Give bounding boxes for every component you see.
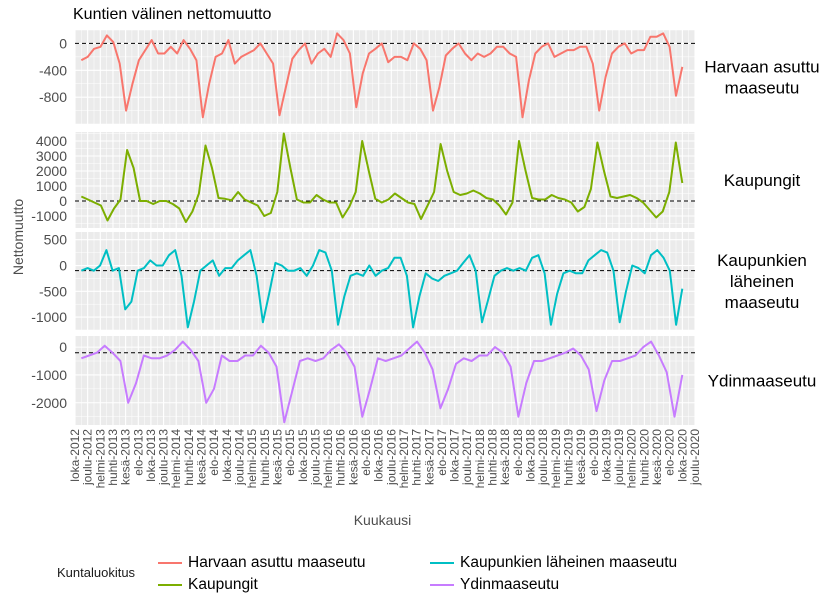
x-tick-label: loka-2019 xyxy=(599,429,613,482)
legend-key-laheinen xyxy=(430,562,454,564)
legend-label-laheinen: Kaupunkien läheinen maaseutu xyxy=(460,554,678,571)
x-tick-label: helmi-2013 xyxy=(93,429,107,489)
x-tick-label: elo-2014 xyxy=(207,429,221,476)
y-tick-label-kaupungit: -1000 xyxy=(31,208,67,224)
x-tick-label: loka-2017 xyxy=(448,429,462,482)
x-tick-label: loka-2012 xyxy=(68,429,82,482)
legend-label-kaupungit: Kaupungit xyxy=(188,576,258,593)
legend: Kuntaluokitus Harvaan asuttu maaseutu Ka… xyxy=(57,548,797,598)
x-tick-label: helmi-2015 xyxy=(245,429,259,489)
series-line-harvaan xyxy=(80,32,684,119)
y-tick-label-ydin: -2000 xyxy=(31,395,67,411)
chart-title: Kuntien välinen nettomuutto xyxy=(73,6,272,23)
x-tick-label: joulu-2017 xyxy=(460,429,474,486)
legend-entry-kaupungit: Kaupungit xyxy=(158,574,258,596)
x-tick-label: joulu-2018 xyxy=(536,429,550,486)
x-tick-label: helmi-2017 xyxy=(397,429,411,489)
x-tick-label: loka-2015 xyxy=(296,429,310,482)
x-axis-title: Kuukausi xyxy=(353,512,412,528)
x-tick-label: joulu-2020 xyxy=(688,429,702,486)
x-tick-label: helmi-2016 xyxy=(321,429,335,489)
x-tick-label: huhti-2018 xyxy=(486,429,500,486)
legend-title: Kuntaluokitus xyxy=(57,565,136,580)
legend-entry-harvaan: Harvaan asuttu maaseutu xyxy=(158,552,366,574)
x-tick-label: loka-2018 xyxy=(524,429,538,482)
facet-label-ydin: Ydinmaaseutu xyxy=(708,372,817,391)
x-tick-label: huhti-2013 xyxy=(106,429,120,486)
x-tick-label: elo-2018 xyxy=(511,429,525,476)
legend-key-harvaan xyxy=(158,562,182,564)
x-tick-label: joulu-2013 xyxy=(157,429,171,486)
x-tick-label: elo-2016 xyxy=(359,429,373,476)
legend-entry-laheinen: Kaupunkien läheinen maaseutu xyxy=(430,552,677,574)
y-tick-label-kaupungit: 4000 xyxy=(36,133,67,149)
series-line-ydin xyxy=(80,340,684,424)
y-tick-label-ydin: 0 xyxy=(59,339,67,355)
x-tick-label: loka-2016 xyxy=(372,429,386,482)
x-tick-label: kesä-2019 xyxy=(574,429,588,485)
x-tick-label: loka-2014 xyxy=(220,429,234,482)
x-tick-label: elo-2015 xyxy=(283,429,297,476)
y-tick-label-laheinen: -1000 xyxy=(31,309,67,325)
x-tick-label: helmi-2014 xyxy=(169,429,183,489)
x-tick-label: loka-2020 xyxy=(675,429,689,482)
y-tick-label-laheinen: 500 xyxy=(44,232,68,248)
x-tick-label: kesä-2017 xyxy=(422,429,436,485)
legend-key-kaupungit xyxy=(158,584,182,586)
x-tick-label: kesä-2015 xyxy=(270,429,284,485)
y-tick-label-laheinen: -500 xyxy=(39,283,67,299)
x-tick-label: kesä-2020 xyxy=(650,429,664,485)
x-tick-label: kesä-2013 xyxy=(119,429,133,485)
x-tick-label: helmi-2019 xyxy=(549,429,563,489)
legend-key-ydin xyxy=(430,584,454,586)
x-tick-label: elo-2013 xyxy=(131,429,145,476)
x-tick-label: elo-2020 xyxy=(663,429,677,476)
y-tick-label-kaupungit: 2000 xyxy=(36,163,67,179)
legend-label-harvaan: Harvaan asuttu maaseutu xyxy=(188,554,366,571)
x-tick-label: loka-2013 xyxy=(144,429,158,482)
x-tick-label: huhti-2017 xyxy=(410,429,424,486)
x-tick-label: huhti-2016 xyxy=(334,429,348,486)
x-tick-label: joulu-2016 xyxy=(384,429,398,486)
x-tick-label: huhti-2019 xyxy=(561,429,575,486)
y-tick-label-harvaan: -800 xyxy=(39,89,67,105)
facet-label-kaupungit: Kaupungit xyxy=(724,171,801,190)
legend-label-ydin: Ydinmaaseutu xyxy=(460,576,560,593)
series-line-laheinen xyxy=(80,249,684,329)
x-tick-label: kesä-2018 xyxy=(498,429,512,485)
x-tick-label: helmi-2020 xyxy=(625,429,639,489)
y-tick-label-laheinen: 0 xyxy=(59,258,67,274)
facet-label-harvaan: Harvaan asuttu maaseutu xyxy=(704,58,819,98)
y-tick-label-ydin: -1000 xyxy=(31,367,67,383)
x-tick-label: joulu-2014 xyxy=(232,429,246,486)
x-tick-label: huhti-2014 xyxy=(182,429,196,486)
x-tick-label: joulu-2012 xyxy=(81,429,95,486)
x-tick-label: huhti-2015 xyxy=(258,429,272,486)
x-tick-label: elo-2017 xyxy=(435,429,449,476)
x-tick-label: kesä-2014 xyxy=(195,429,209,485)
legend-entry-ydin: Ydinmaaseutu xyxy=(430,574,559,596)
series-line-kaupungit xyxy=(80,132,684,223)
y-tick-label-kaupungit: 1000 xyxy=(36,178,67,194)
x-tick-label: helmi-2018 xyxy=(473,429,487,489)
x-tick-label: joulu-2015 xyxy=(308,429,322,486)
x-tick-label: kesä-2016 xyxy=(346,429,360,485)
y-tick-label-harvaan: 0 xyxy=(59,35,67,51)
x-tick-label: joulu-2019 xyxy=(612,429,626,486)
y-axis-title: Nettomuutto xyxy=(10,198,26,276)
x-tick-label: elo-2019 xyxy=(587,429,601,476)
facet-label-laheinen: Kaupunkien läheinen maaseutu xyxy=(717,251,807,312)
y-tick-label-harvaan: -400 xyxy=(39,62,67,78)
y-tick-label-kaupungit: 3000 xyxy=(36,148,67,164)
y-tick-label-kaupungit: 0 xyxy=(59,193,67,209)
x-tick-label: huhti-2020 xyxy=(637,429,651,486)
